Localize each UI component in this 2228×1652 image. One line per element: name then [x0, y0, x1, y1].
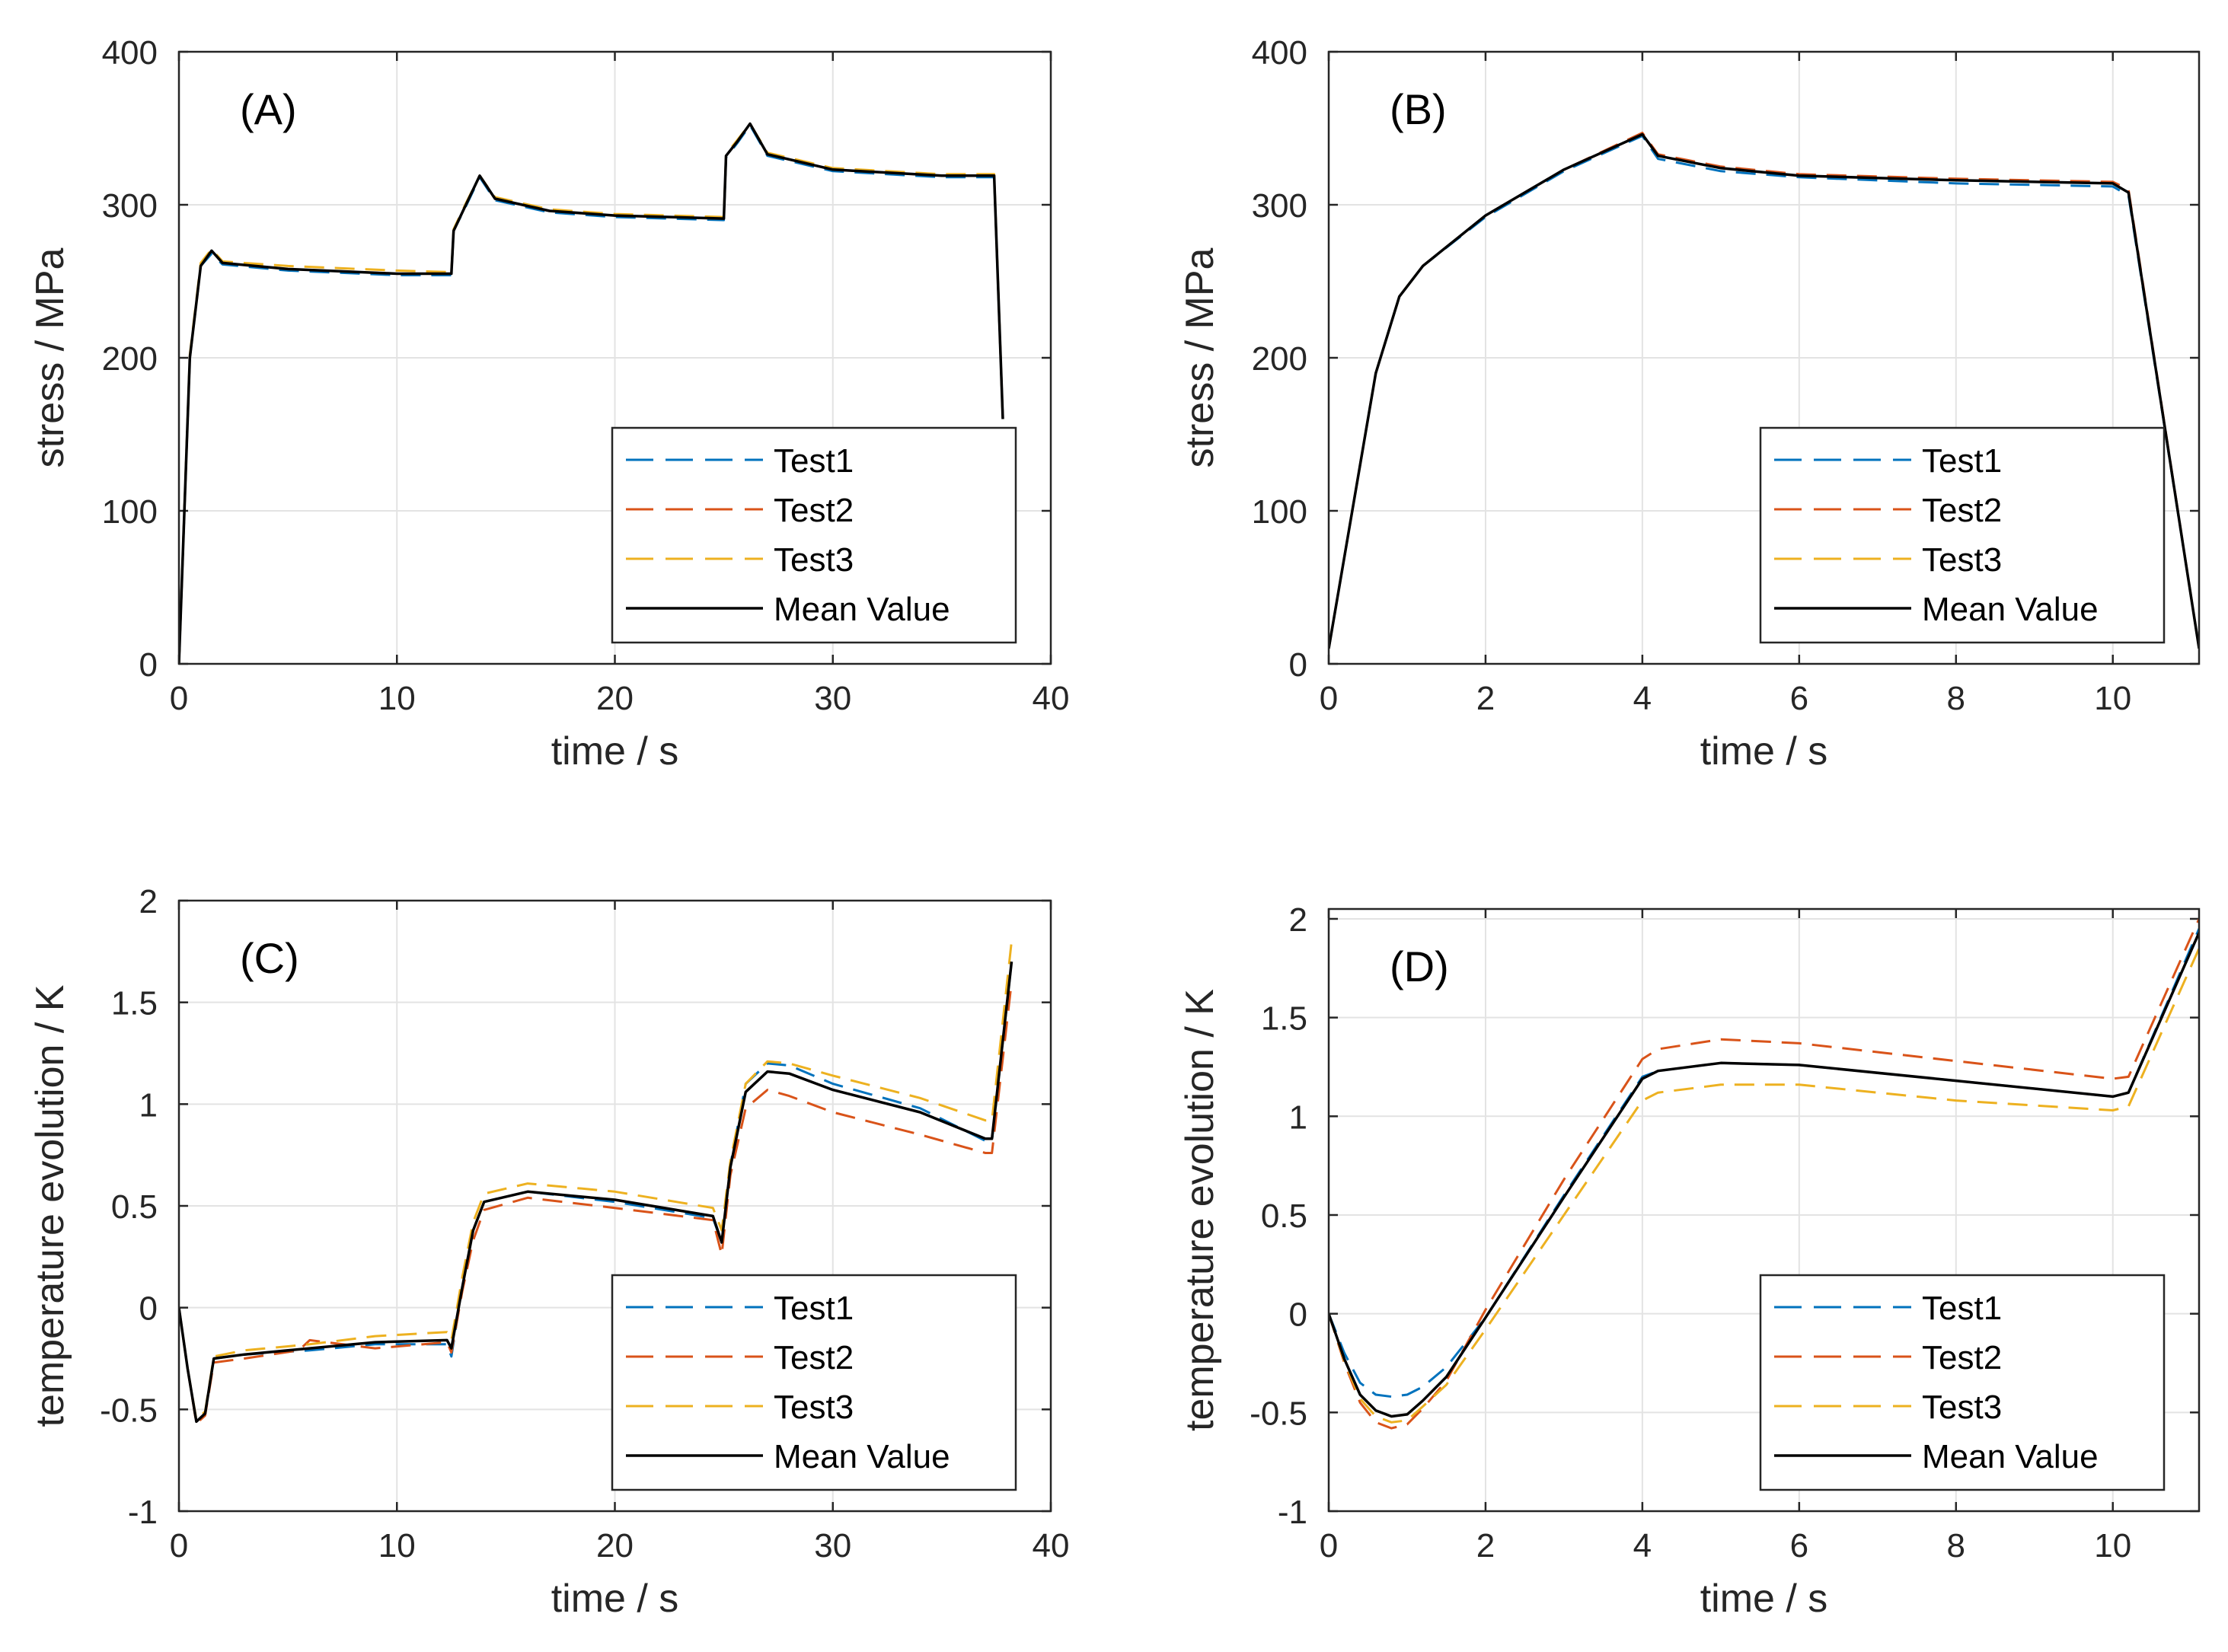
y-tick-label: 1.5 [111, 985, 158, 1022]
panel-tag: (C) [240, 934, 299, 982]
y-tick-label: 0 [1289, 646, 1307, 684]
legend: Test1 Test2 Test3 Mean Value [611, 426, 1017, 644]
panel-tag: (A) [240, 85, 297, 133]
x-axis-label: time / s [551, 729, 679, 773]
legend-label-mean-value: Mean Value [774, 591, 950, 628]
legend: Test1 Test2 Test3 Mean Value [1759, 426, 2166, 644]
series-line-test2 [1329, 918, 2199, 1430]
y-tick-label: 1 [1289, 1099, 1307, 1136]
y-tick-label: 0 [139, 646, 158, 684]
legend-label-mean-value: Mean Value [1922, 1438, 2099, 1475]
legend-label-test3: Test3 [774, 1389, 854, 1426]
y-axis-label: stress / MPa [28, 247, 72, 467]
legend: Test1 Test2 Test3 Mean Value [611, 1274, 1017, 1491]
x-tick-label: 8 [1947, 1527, 1965, 1564]
x-axis-label: time / s [1700, 1577, 1828, 1621]
legend-label-test2: Test2 [774, 492, 854, 529]
x-axis-label: time / s [551, 1577, 679, 1621]
series-line-mean-value [1329, 132, 2199, 649]
x-tick-label: 30 [814, 680, 851, 717]
axes-frame [1327, 907, 2201, 1513]
y-tick-label: -0.5 [1250, 1395, 1307, 1432]
legend-label-test1: Test1 [774, 1290, 854, 1327]
x-tick-label: 20 [596, 680, 634, 717]
legend-box [1759, 426, 2166, 644]
legend-label-test2: Test2 [774, 1339, 854, 1376]
x-tick-label: 8 [1947, 680, 1965, 717]
series-line-test3 [179, 941, 1013, 1421]
legend-label-test1: Test1 [1922, 442, 2002, 480]
axes-frame [177, 899, 1052, 1513]
y-tick-label: 1.5 [1261, 1000, 1307, 1038]
x-tick-label: 4 [1633, 1527, 1652, 1564]
y-tick-label: 0 [1289, 1296, 1307, 1334]
y-tick-label: 0 [139, 1290, 158, 1328]
x-tick-label: 4 [1633, 680, 1652, 717]
y-axis-label: stress / MPa [1178, 247, 1222, 467]
legend-label-mean-value: Mean Value [1922, 591, 2099, 628]
y-tick-label: 200 [1252, 340, 1307, 378]
x-tick-label: 40 [1033, 680, 1070, 717]
legend: Test1 Test2 Test3 Mean Value [1759, 1274, 2166, 1491]
legend-label-test3: Test3 [1922, 541, 2002, 579]
legend-box [611, 1274, 1017, 1491]
y-tick-label: 0.5 [1261, 1198, 1307, 1235]
y-tick-label: 300 [1252, 187, 1307, 225]
panel-tag: (B) [1390, 85, 1447, 133]
legend-label-test3: Test3 [774, 541, 854, 579]
x-tick-label: 30 [814, 1527, 851, 1564]
series-line-mean-value [179, 962, 1013, 1424]
axes-frame [177, 50, 1052, 665]
x-tick-label: 2 [1476, 680, 1495, 717]
legend-label-test1: Test1 [1922, 1290, 2002, 1327]
y-tick-label: 2 [1289, 901, 1307, 939]
x-tick-label: 40 [1033, 1527, 1070, 1564]
x-tick-label: 0 [1320, 1527, 1338, 1564]
x-tick-label: 6 [1790, 680, 1808, 717]
x-tick-label: 2 [1476, 1527, 1495, 1564]
y-tick-label: 200 [102, 340, 158, 378]
series-line-test3 [1329, 948, 2199, 1424]
y-tick-label: 2 [139, 883, 158, 920]
y-tick-label: 0.5 [111, 1188, 158, 1226]
series-line-test2 [179, 981, 1013, 1425]
y-axis-label: temperature evolution / K [28, 984, 72, 1427]
x-tick-label: 10 [2094, 1527, 2131, 1564]
panel-c: 0 10 20 30 40 -1 -0.5 0 0.5 1 1.5 2 (C) time / s tempe… [28, 883, 1069, 1621]
y-tick-label: 100 [1252, 493, 1307, 531]
x-tick-label: 10 [378, 1527, 416, 1564]
x-tick-label: 6 [1790, 1527, 1808, 1564]
axes-frame [1327, 50, 2201, 665]
y-tick-label: 400 [1252, 34, 1307, 72]
panel-tag: (D) [1390, 942, 1449, 990]
legend-box [611, 426, 1017, 644]
legend-label-mean-value: Mean Value [774, 1438, 950, 1475]
series-line-mean-value [1329, 932, 2199, 1418]
y-tick-label: 1 [139, 1086, 158, 1124]
x-tick-label: 0 [170, 680, 188, 717]
y-tick-label: -1 [128, 1494, 158, 1531]
series-line-mean-value [179, 122, 1004, 664]
x-tick-label: 0 [1320, 680, 1338, 717]
y-tick-label: 300 [102, 187, 158, 225]
x-tick-label: 10 [2094, 680, 2131, 717]
legend-label-test1: Test1 [774, 442, 854, 480]
x-tick-label: 0 [170, 1527, 188, 1564]
panel-d: 0 2 4 6 8 10 -1 -0.5 0 0.5 1 1.5 2 (D) time / s tempera… [1178, 901, 2201, 1621]
x-tick-label: 20 [596, 1527, 634, 1564]
y-tick-label: -1 [1278, 1494, 1307, 1531]
x-tick-label: 10 [378, 680, 416, 717]
legend-box [1759, 1274, 2166, 1491]
legend-label-test2: Test2 [1922, 1339, 2002, 1376]
x-axis-label: time / s [1700, 729, 1828, 773]
legend-label-test2: Test2 [1922, 492, 2002, 529]
y-axis-label: temperature evolution / K [1178, 989, 1222, 1431]
y-tick-label: -0.5 [100, 1392, 158, 1429]
legend-label-test3: Test3 [1922, 1389, 2002, 1426]
y-tick-label: 100 [102, 493, 158, 531]
y-tick-label: 400 [102, 34, 158, 72]
